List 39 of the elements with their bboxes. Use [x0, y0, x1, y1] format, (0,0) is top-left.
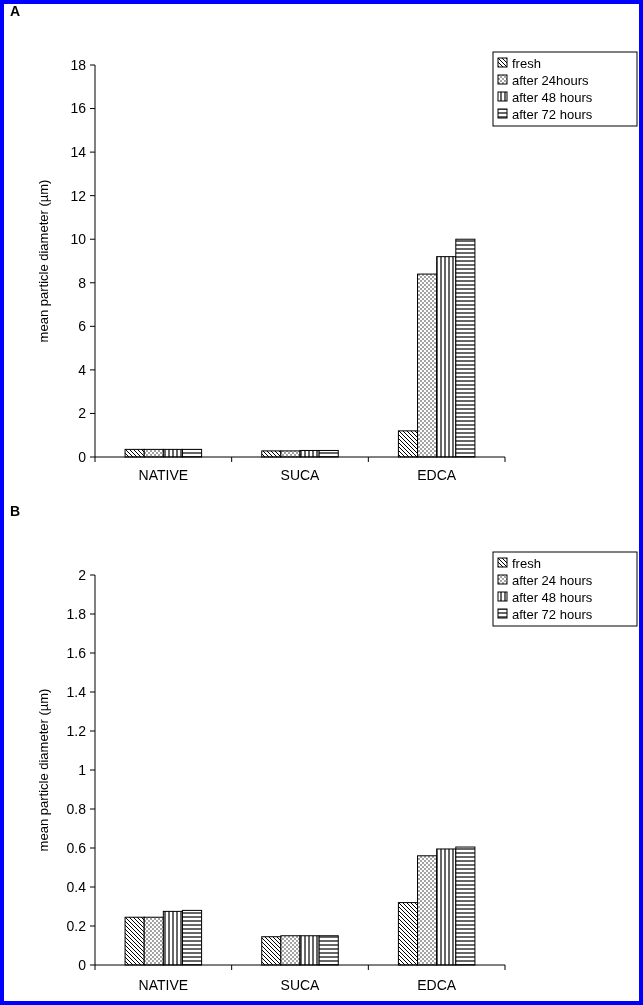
x-tick-label: EDCA — [417, 467, 457, 483]
y-tick-label: 1.4 — [66, 683, 87, 700]
legend-label: after 24 hours — [512, 572, 593, 588]
y-tick-label: 1.6 — [66, 644, 87, 661]
y-tick-label: 0.2 — [66, 917, 87, 934]
y-tick-label: 4 — [78, 361, 87, 378]
y-tick-label: 10 — [70, 231, 87, 248]
y-tick-label: 0.6 — [66, 839, 87, 856]
y-tick-label: 1.2 — [66, 722, 87, 739]
y-axis-title: mean particle diameter (µm) — [36, 179, 51, 343]
legend-label: after 72 hours — [512, 606, 593, 622]
y-tick-label: 0.8 — [66, 800, 87, 817]
legend-label: after 48 hours — [512, 89, 593, 105]
legend-label: after 72 hours — [512, 106, 593, 122]
y-tick-label: 2 — [78, 566, 87, 583]
y-tick-label: 16 — [70, 100, 87, 117]
y-tick-label: 0 — [78, 956, 87, 973]
y-tick-label: 2 — [78, 405, 87, 422]
y-axis-title: mean particle diameter (µm) — [36, 688, 51, 852]
y-tick-label: 0.4 — [66, 878, 87, 895]
x-tick-label: EDCA — [417, 977, 457, 993]
y-tick-label: 6 — [78, 318, 87, 335]
y-tick-label: 18 — [70, 56, 87, 73]
y-tick-label: 0 — [78, 448, 87, 465]
y-tick-label: 8 — [78, 274, 87, 291]
legend-label: after 48 hours — [512, 589, 593, 605]
chart-title: A — [10, 3, 21, 19]
x-tick-label: NATIVE — [138, 467, 189, 483]
legend-label: after 24hours — [512, 72, 590, 88]
x-tick-label: SUCA — [280, 977, 321, 993]
y-tick-label: 1 — [78, 761, 87, 778]
y-tick-label: 14 — [70, 144, 87, 161]
chart-title: B — [10, 503, 21, 519]
x-tick-label: SUCA — [280, 467, 321, 483]
y-tick-label: 12 — [70, 187, 87, 204]
legend-label: fresh — [512, 55, 541, 71]
x-tick-label: NATIVE — [138, 977, 189, 993]
y-tick-label: 1.8 — [66, 605, 87, 622]
legend-label: fresh — [512, 555, 541, 571]
